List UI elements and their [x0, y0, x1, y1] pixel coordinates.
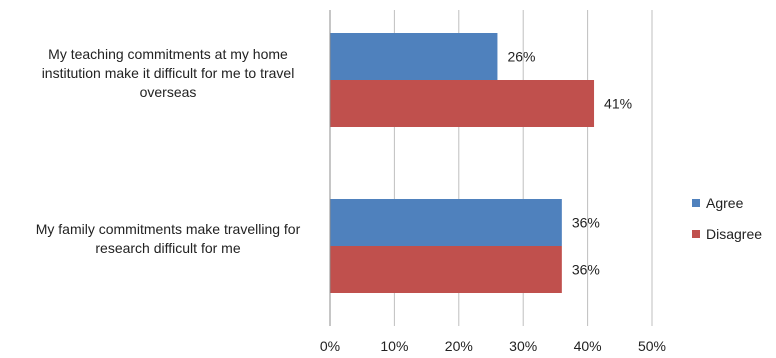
legend-swatch-agree [692, 199, 700, 207]
value-label-agree-0: 26% [507, 49, 535, 65]
bar-disagree-0 [330, 80, 595, 127]
legend-label-agree: Agree [706, 195, 744, 211]
legend-label-disagree: Disagree [706, 226, 763, 242]
x-tick-label-2: 20% [445, 338, 473, 354]
bar-agree-0 [330, 33, 498, 80]
x-tick-label-0: 0% [320, 338, 340, 354]
x-tick-label-1: 10% [380, 338, 408, 354]
value-label-agree-1: 36% [572, 215, 600, 231]
legend-item-disagree: Disagree [692, 226, 762, 242]
x-tick-label-5: 50% [638, 338, 666, 354]
bar-agree-1 [330, 199, 562, 246]
value-label-disagree-0: 41% [604, 96, 632, 112]
x-tick-label-3: 30% [509, 338, 537, 354]
legend-swatch-disagree [692, 230, 700, 238]
category-label-0: My teaching commitments at my home insti… [41, 45, 295, 100]
bars [330, 33, 595, 293]
value-label-disagree-1: 36% [572, 262, 600, 278]
bar-disagree-1 [330, 246, 562, 293]
legend-item-agree: Agree [692, 195, 743, 211]
category-label-1: My family commitments make travelling fo… [35, 221, 301, 256]
x-tick-labels: 0% 10% 20% 30% 40% 50% [320, 338, 666, 354]
x-tick-label-4: 40% [574, 338, 602, 354]
value-labels: 26% 41% 36% 36% [507, 49, 632, 278]
